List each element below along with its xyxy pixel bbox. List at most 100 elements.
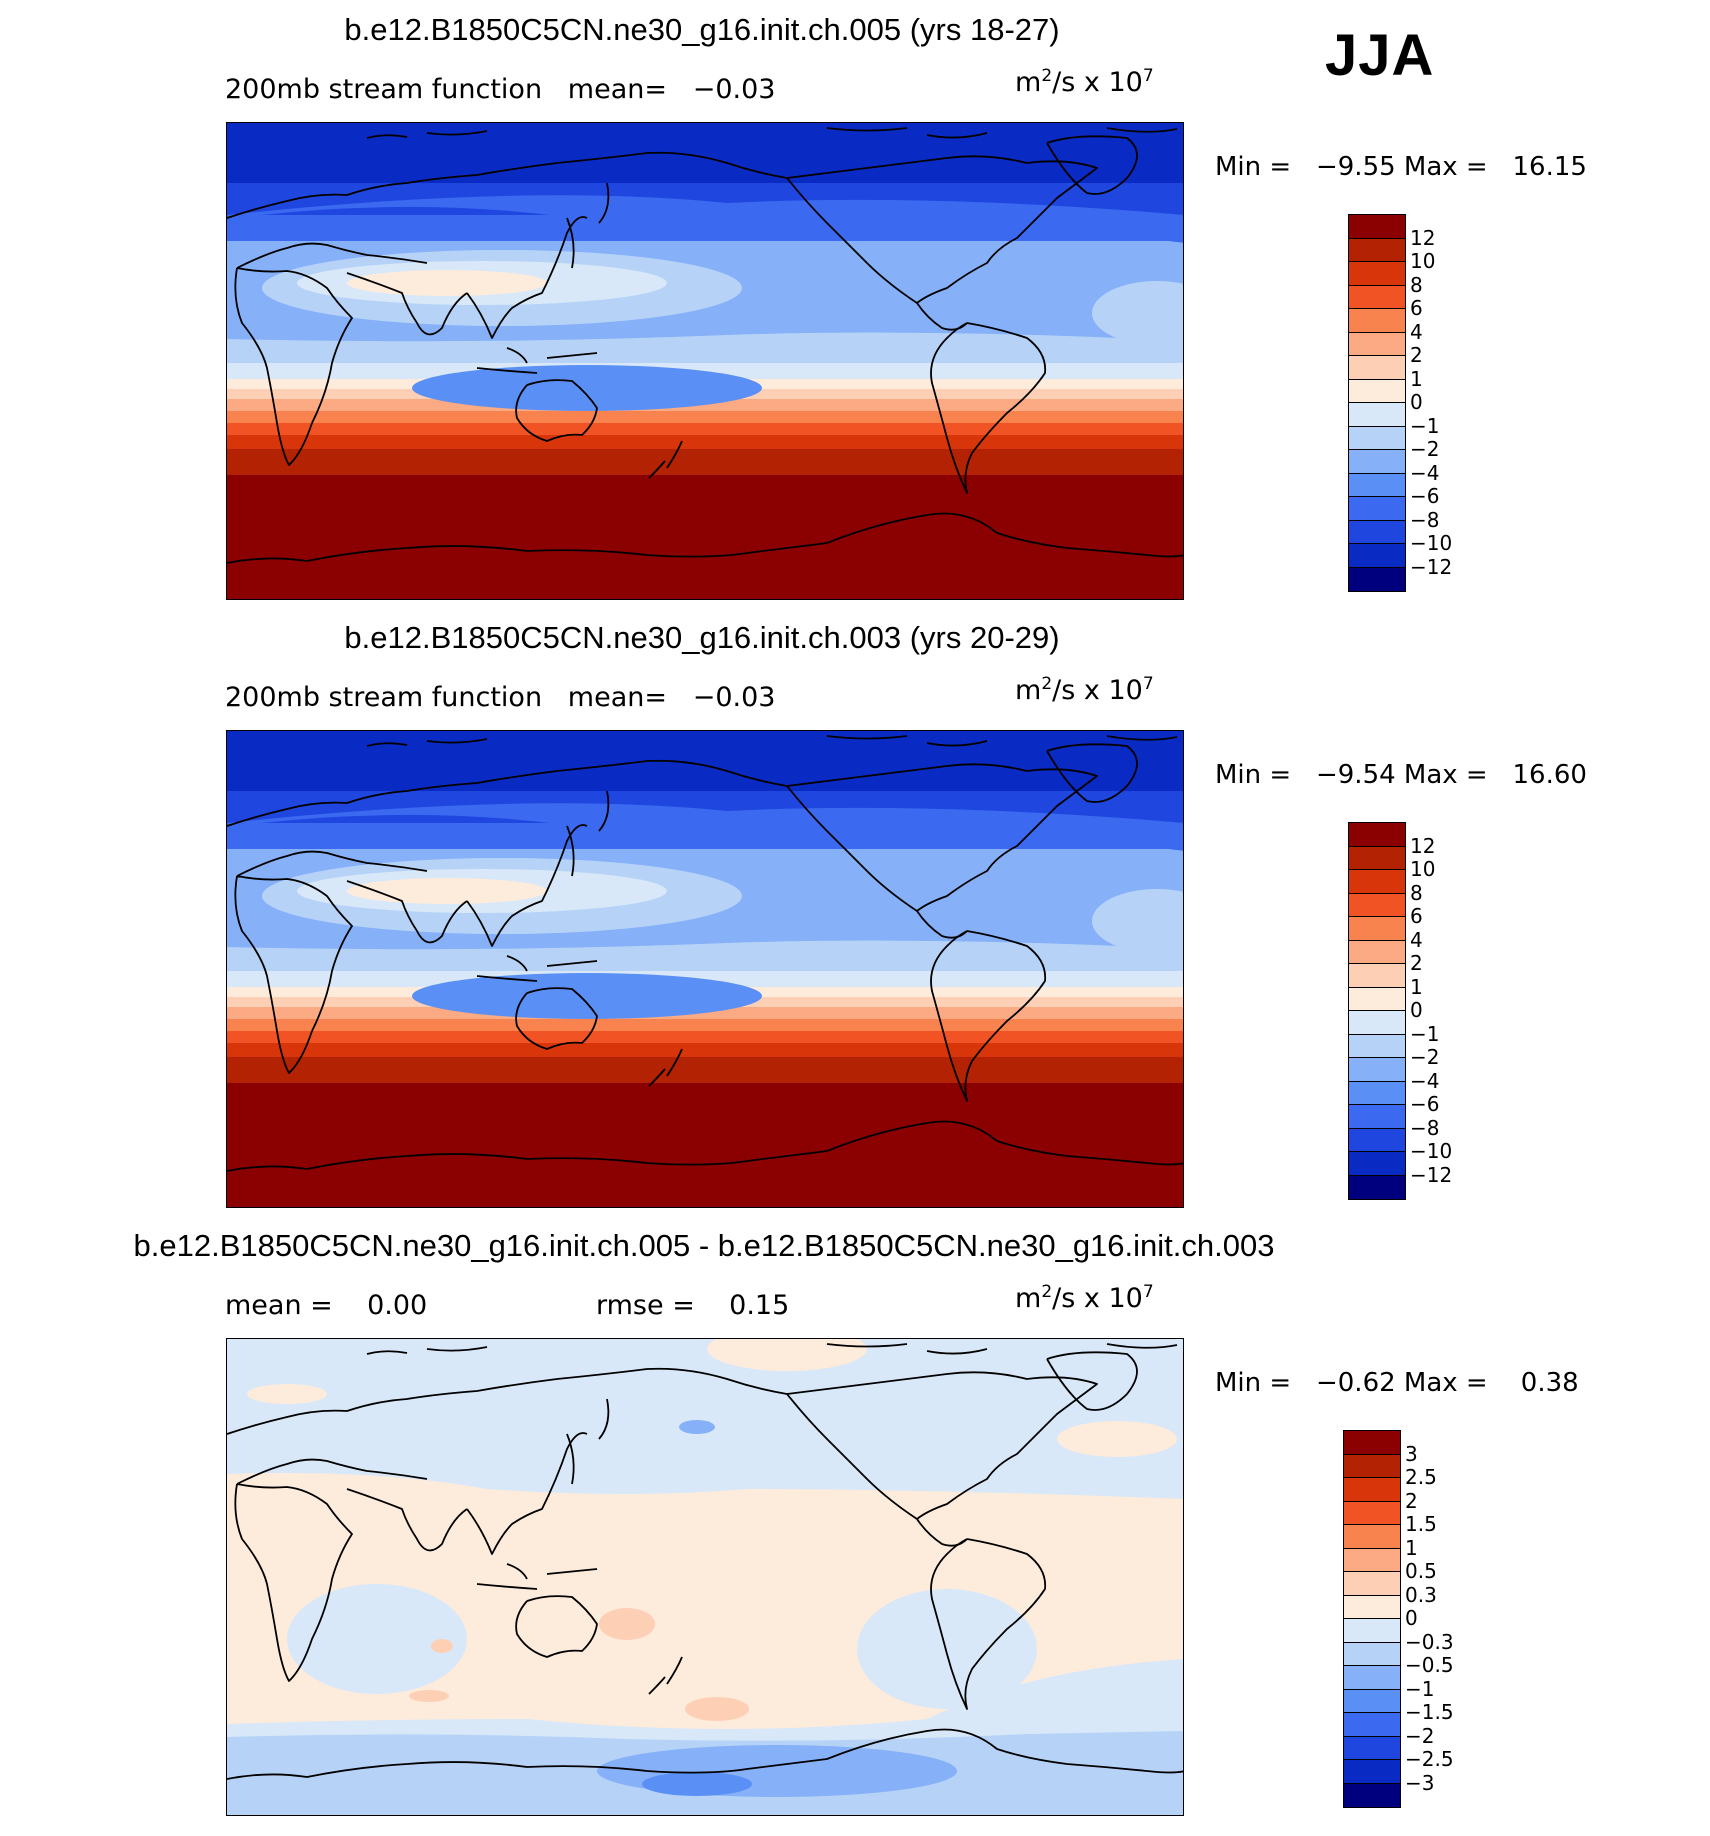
positive-region bbox=[1057, 1421, 1177, 1457]
asian-high-core bbox=[347, 270, 547, 296]
coastline bbox=[234, 267, 353, 466]
contour-band bbox=[227, 1019, 1183, 1031]
colorbar-label: 1 bbox=[1410, 974, 1423, 999]
contour-band bbox=[227, 123, 1183, 183]
coastline bbox=[515, 1595, 598, 1658]
colorbar-label: −3 bbox=[1405, 1770, 1435, 1795]
coastline bbox=[236, 1458, 428, 1485]
colorbar-label: −1.5 bbox=[1405, 1700, 1454, 1724]
coastline bbox=[227, 759, 788, 827]
colorbar-label: 12 bbox=[1410, 833, 1436, 858]
colorbar-swatch bbox=[1349, 309, 1405, 333]
atlantic-high bbox=[1092, 281, 1183, 345]
panel-3-subtitle-mean: mean = 0.00 bbox=[225, 1290, 428, 1321]
coastline bbox=[227, 1367, 788, 1435]
colorbar-swatch bbox=[1349, 846, 1405, 870]
panel-1-min-max: Min = −9.55 Max = 16.15 bbox=[1215, 152, 1587, 182]
contour-band bbox=[227, 411, 1183, 423]
colorbar-label: 10 bbox=[1410, 857, 1436, 881]
positive-region bbox=[707, 1339, 867, 1371]
colorbar-swatch bbox=[1344, 1689, 1400, 1713]
colorbar-swatch bbox=[1349, 1105, 1405, 1129]
coastline bbox=[566, 790, 610, 877]
contour-band bbox=[227, 1043, 1183, 1057]
coastline bbox=[466, 824, 588, 947]
colorbar-swatch bbox=[1349, 1128, 1405, 1152]
colorbar-label: −8 bbox=[1410, 1115, 1440, 1140]
coastline bbox=[236, 850, 428, 877]
coastlines bbox=[227, 127, 1183, 564]
colorbar-swatch bbox=[1349, 1011, 1405, 1035]
negative-core bbox=[679, 1420, 715, 1434]
coastline bbox=[346, 272, 468, 336]
coastline bbox=[786, 763, 1098, 912]
coastline bbox=[566, 182, 610, 269]
colorbar-swatch bbox=[1349, 940, 1405, 964]
panel-1-subtitle: 200mb stream function mean= −0.03 bbox=[225, 74, 776, 105]
contour-band bbox=[227, 916, 1183, 950]
panel-3-title: b.e12.B1850C5CN.ne30_g16.init.ch.005 - b… bbox=[133, 1228, 1275, 1263]
colorbar-label: −2 bbox=[1405, 1723, 1435, 1748]
coastline bbox=[786, 1371, 1098, 1520]
colorbar-swatch bbox=[1344, 1736, 1400, 1760]
positive-core bbox=[685, 1697, 749, 1721]
atlantic-high bbox=[1092, 889, 1183, 953]
colorbar-swatch bbox=[1349, 238, 1405, 262]
panel-3-units: m2/s x 107 bbox=[1015, 1282, 1154, 1314]
contour-band bbox=[227, 435, 1183, 449]
colorbar-label: 1 bbox=[1410, 366, 1423, 391]
colorbar-swatch bbox=[1349, 870, 1405, 894]
colorbar-label: −0.3 bbox=[1405, 1629, 1454, 1654]
positive-core bbox=[409, 1690, 449, 1702]
coastline bbox=[648, 1048, 683, 1087]
colorbar-swatch bbox=[1349, 450, 1405, 474]
coastline bbox=[648, 440, 683, 479]
colorbar-swatch bbox=[1349, 262, 1405, 286]
contour-band bbox=[227, 308, 1183, 342]
asian-high-core bbox=[347, 878, 547, 904]
colorbar-label: 10 bbox=[1410, 249, 1436, 273]
coastline bbox=[466, 1432, 588, 1555]
coastline bbox=[930, 322, 1047, 494]
colorbar-label: −2 bbox=[1410, 437, 1440, 461]
colorbar-swatch bbox=[1349, 379, 1405, 403]
tropical-low bbox=[412, 973, 762, 1019]
coastline bbox=[930, 930, 1047, 1102]
colorbar-swatch bbox=[1349, 987, 1405, 1011]
colorbar-swatch bbox=[1349, 356, 1405, 380]
colorbar-swatch bbox=[1349, 473, 1405, 497]
colorbar-swatch bbox=[1349, 1081, 1405, 1105]
coastline bbox=[227, 1120, 1183, 1172]
colorbar-swatch bbox=[1344, 1572, 1400, 1596]
colorbar-label: 1 bbox=[1405, 1535, 1418, 1560]
colorbar-label: 8 bbox=[1410, 880, 1423, 905]
coastline bbox=[515, 379, 598, 442]
colorbar-label: −6 bbox=[1410, 1092, 1440, 1116]
colorbar-label: 2 bbox=[1405, 1488, 1418, 1513]
colorbar-label: −10 bbox=[1410, 1139, 1453, 1163]
colorbar-swatch bbox=[1344, 1619, 1400, 1643]
colorbar-swatch bbox=[1344, 1501, 1400, 1525]
contour-band bbox=[227, 449, 1183, 475]
season-label: JJA bbox=[1325, 23, 1435, 88]
colorbar-label: 2 bbox=[1410, 343, 1423, 367]
colorbar-swatch bbox=[1344, 1713, 1400, 1737]
colorbar-swatch bbox=[1349, 1034, 1405, 1058]
colorbar-label: −8 bbox=[1410, 507, 1440, 532]
colorbar-label: −4 bbox=[1410, 1068, 1440, 1093]
colorbar-swatch bbox=[1349, 567, 1405, 591]
contour-band bbox=[227, 731, 1183, 791]
colorbar-swatch bbox=[1344, 1783, 1400, 1807]
colorbar-label: 1.5 bbox=[1405, 1512, 1437, 1536]
colorbar-label: −1 bbox=[1405, 1676, 1435, 1701]
colorbar-label: 4 bbox=[1410, 927, 1423, 952]
colorbar-swatch bbox=[1349, 893, 1405, 917]
colorbar-label: 0 bbox=[1410, 390, 1423, 414]
coastline bbox=[227, 512, 1183, 564]
coastline bbox=[366, 1343, 1178, 1355]
colorbar-swatch bbox=[1344, 1642, 1400, 1666]
colorbar-label: 0 bbox=[1410, 998, 1423, 1022]
colorbar-label: −2.5 bbox=[1405, 1747, 1454, 1771]
colorbar-swatch bbox=[1344, 1548, 1400, 1572]
colorbar-swatch bbox=[1349, 1152, 1405, 1176]
